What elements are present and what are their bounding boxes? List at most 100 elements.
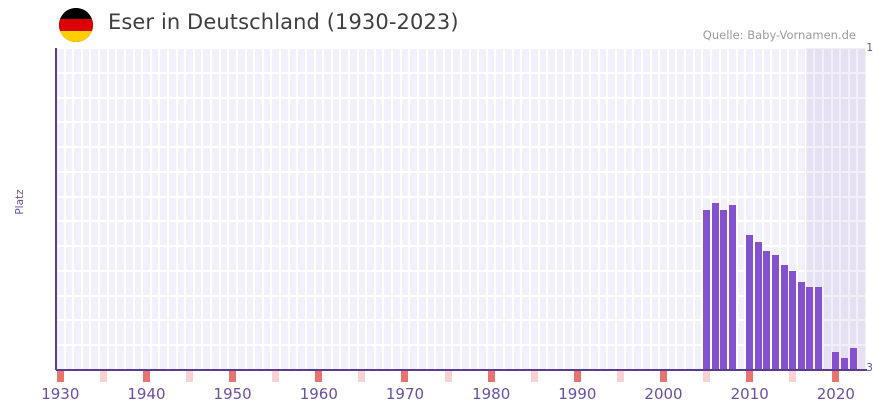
gridline-horizontal xyxy=(56,146,866,149)
x-axis-tick-major xyxy=(832,371,840,382)
gridline-vertical xyxy=(460,48,462,370)
gridline-vertical xyxy=(718,48,721,370)
gridline-horizontal xyxy=(56,220,866,223)
bar[interactable] xyxy=(746,235,754,370)
x-axis-tick-major xyxy=(142,371,150,382)
gridline-vertical xyxy=(796,48,799,370)
gridline-vertical xyxy=(89,48,92,370)
bar[interactable] xyxy=(703,210,711,370)
gridline-vertical xyxy=(399,48,402,370)
gridline-vertical xyxy=(391,48,394,370)
gridline-vertical xyxy=(735,48,738,370)
gridline-vertical xyxy=(865,48,866,370)
x-axis-tick-minor xyxy=(703,371,711,382)
gridline-vertical xyxy=(218,48,221,370)
x-axis-tick-major xyxy=(229,371,237,382)
x-axis-tick-minor xyxy=(789,371,797,382)
gridline-vertical xyxy=(804,48,807,370)
gridline-vertical xyxy=(778,48,781,370)
x-axis-tick-label: 2000 xyxy=(644,385,683,403)
gridline-vertical xyxy=(244,48,247,370)
x-axis-tick-minor xyxy=(616,371,624,382)
gridline-vertical xyxy=(546,48,549,370)
gridline-vertical xyxy=(640,48,643,370)
gridline-vertical xyxy=(253,48,256,370)
gridline-vertical xyxy=(270,48,273,370)
chart-source-label: Quelle: Baby-Vornamen.de xyxy=(702,28,856,42)
x-axis-tick-minor xyxy=(272,371,280,382)
x-axis-tick-label: 1950 xyxy=(213,385,252,403)
gridline-vertical xyxy=(589,48,592,370)
gridline-vertical xyxy=(184,48,187,370)
gridline-vertical xyxy=(322,48,325,370)
gridline-vertical xyxy=(554,48,557,370)
chart-title: Eser in Deutschland (1930-2023) xyxy=(108,10,459,34)
gridline-vertical xyxy=(149,48,152,370)
gridline-vertical xyxy=(597,48,600,370)
gridline-vertical xyxy=(709,48,712,370)
gridline-vertical xyxy=(649,48,652,370)
bar[interactable] xyxy=(806,287,814,370)
gridline-vertical xyxy=(839,48,842,370)
x-axis-tick-label: 1930 xyxy=(41,385,80,403)
german-flag-icon xyxy=(59,8,93,42)
gridline-vertical xyxy=(692,48,695,370)
bar[interactable] xyxy=(720,210,728,370)
gridline-vertical xyxy=(72,48,75,370)
gridline-vertical xyxy=(451,48,454,370)
gridline-vertical xyxy=(727,48,730,370)
gridline-vertical xyxy=(356,48,359,370)
y-tick-label-top: 1 xyxy=(866,42,873,54)
bar[interactable] xyxy=(754,242,762,370)
gridline-vertical xyxy=(485,48,488,370)
x-axis-tick-major xyxy=(573,371,581,382)
bar[interactable] xyxy=(849,347,857,370)
gridline-vertical xyxy=(279,48,282,370)
y-axis-line xyxy=(55,48,57,370)
gridline-vertical xyxy=(563,48,566,370)
bar[interactable] xyxy=(780,265,788,370)
gridline-vertical xyxy=(167,48,170,370)
gridline-vertical xyxy=(606,48,609,370)
x-axis-tick-label: 1940 xyxy=(127,385,166,403)
gridline-vertical xyxy=(658,48,661,370)
bar[interactable] xyxy=(763,251,771,370)
gridline-vertical xyxy=(296,48,299,370)
gridline-horizontal xyxy=(56,170,866,173)
gridline-vertical xyxy=(365,48,368,370)
gridline-vertical xyxy=(123,48,126,370)
gridline-vertical xyxy=(847,48,850,370)
bar[interactable] xyxy=(711,203,719,370)
gridline-vertical xyxy=(580,48,583,370)
gridline-vertical xyxy=(752,48,755,370)
gridline-horizontal xyxy=(56,344,866,347)
y-axis-title: Platz xyxy=(14,189,26,215)
gridline-vertical xyxy=(434,48,437,370)
bar[interactable] xyxy=(832,352,840,370)
gridline-vertical xyxy=(761,48,764,370)
gridline-vertical xyxy=(770,48,773,370)
gridline-vertical xyxy=(572,48,575,370)
gridline-vertical xyxy=(503,48,506,370)
bar[interactable] xyxy=(815,287,823,370)
gridline-vertical xyxy=(684,48,687,370)
gridline-vertical xyxy=(787,48,790,370)
gridline-vertical xyxy=(675,48,678,370)
x-axis-tick-major xyxy=(315,371,323,382)
plot-area xyxy=(56,48,866,370)
gridline-vertical xyxy=(442,48,445,370)
bar[interactable] xyxy=(728,205,736,370)
gridline-vertical xyxy=(80,48,83,370)
bar[interactable] xyxy=(772,254,780,370)
gridline-horizontal xyxy=(56,294,866,297)
gridline-vertical xyxy=(468,48,471,370)
bar[interactable] xyxy=(797,282,805,370)
gridline-vertical xyxy=(494,48,497,370)
gridline-vertical xyxy=(98,48,101,370)
gridline-vertical xyxy=(158,48,161,370)
gridline-vertical xyxy=(192,48,195,370)
x-axis-tick-minor xyxy=(186,371,194,382)
bar[interactable] xyxy=(840,358,848,370)
bar[interactable] xyxy=(789,271,797,370)
x-axis-tick-label: 2010 xyxy=(730,385,769,403)
